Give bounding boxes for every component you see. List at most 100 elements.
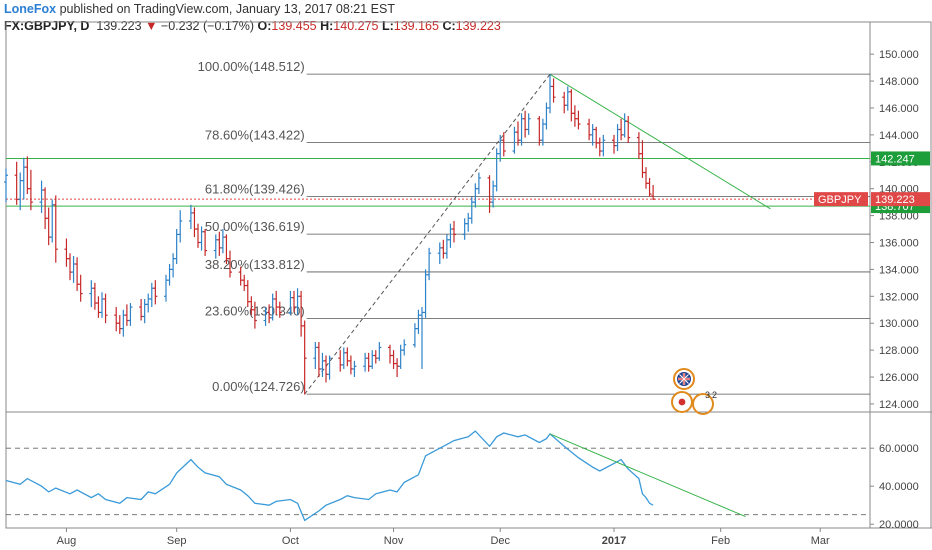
ohlc-bar (576, 110, 581, 130)
ohlc-bar (124, 304, 129, 326)
rsi-tick-label: 40.0000 (879, 481, 919, 493)
ohlc-bar (587, 118, 592, 141)
ohlc-bar (89, 280, 94, 308)
ohlc-bar (117, 315, 122, 334)
ohlc-bar (348, 355, 353, 375)
uk-flag-event-icon[interactable] (673, 368, 695, 390)
ohlc-bar (345, 347, 350, 367)
ohlc-bar (167, 264, 172, 286)
ohlc-bar (53, 195, 58, 263)
ohlc-bar (366, 352, 371, 372)
ohlc-bar (565, 86, 570, 111)
ohlc-bar (324, 355, 328, 383)
fib-level-label: 78.60%(143.422) (205, 128, 305, 143)
ohlc-bar (615, 124, 620, 152)
ohlc-bar (28, 169, 33, 211)
ohlc-bar (114, 307, 119, 332)
ohlc-bar (473, 183, 478, 208)
ohlc-bar (228, 250, 232, 278)
ohlc-bar (327, 355, 332, 380)
price-tick-label: 134.000 (879, 264, 919, 276)
ohlc-bar (572, 105, 577, 127)
time-tick-label: Dec (490, 535, 510, 547)
price-tick-label: 136.000 (879, 237, 919, 249)
ohlc-bar (178, 210, 183, 243)
ohlc-bar (320, 352, 325, 378)
time-tick-label: Aug (57, 535, 77, 547)
ohlc-bar (395, 358, 400, 378)
ohlc-bar (594, 126, 599, 149)
ohlc-bar (64, 238, 69, 267)
ohlc-bar (569, 89, 574, 122)
ohlc-bar (196, 223, 200, 248)
publisher-name[interactable]: LoneFox (4, 2, 57, 16)
ohlc-bar (25, 156, 30, 195)
ohlc-bar (494, 148, 499, 192)
ohlc-bar (441, 239, 446, 259)
ohlc-bar (46, 207, 51, 246)
ohlc-bar (476, 172, 481, 195)
ohlc-bar (363, 352, 368, 372)
ohlc-bar (128, 303, 133, 326)
ohlc-bar (142, 298, 147, 324)
published-text: published on TradingView.com, January 13… (59, 2, 395, 16)
ohlc-bar (444, 234, 449, 259)
time-tick-label: Nov (384, 535, 404, 547)
ohlc-bar (18, 172, 23, 211)
price-tick-label: 130.000 (879, 318, 919, 330)
ohlc-bar (462, 218, 467, 240)
ohlc-bar (373, 350, 378, 364)
price-tick-label: 132.000 (879, 291, 919, 303)
price-tick-label: 128.000 (879, 345, 919, 357)
ohlc-bar (402, 339, 407, 356)
ohlc-bar (597, 137, 602, 157)
ohlc-bar (121, 309, 126, 337)
rsi-tick-label: 60.0000 (879, 443, 919, 455)
ohlc-bar (68, 253, 72, 281)
fib-level-label: 50.00%(136.619) (205, 219, 305, 234)
ohlc-bar (562, 91, 567, 114)
ohlc-bar (388, 344, 392, 364)
ohlc-bar (437, 242, 442, 265)
ohlc-bar (313, 342, 318, 369)
ohlc-bar (544, 102, 549, 130)
ohlc-bar (540, 118, 545, 146)
last-price-tag-label: 139.223 (875, 194, 915, 206)
ohlc-bar (469, 196, 474, 224)
low-label: L: (381, 19, 394, 33)
ohlc-bar (188, 204, 193, 230)
symbol-tag (814, 192, 868, 207)
last-price-tag (871, 192, 930, 207)
fib-level-label: 38.20%(133.812) (205, 257, 305, 272)
ohlc-bar (277, 301, 282, 318)
price-tick-label: 148.000 (879, 76, 919, 88)
level-price-tag-label: 142.247 (875, 153, 915, 165)
ohlc-bar (537, 116, 542, 146)
ohlc-bar (213, 234, 218, 259)
price-tick-label: 138.000 (879, 211, 919, 223)
time-tick-label: Feb (711, 535, 730, 547)
time-tick-label: Oct (282, 535, 299, 547)
svg-text:2: 2 (712, 390, 717, 400)
japan-flag-event-icon[interactable]: 3 2 (671, 390, 717, 415)
ohlc-bar (636, 132, 641, 160)
ohlc-bar (39, 180, 44, 213)
ohlc-bar (427, 247, 432, 281)
ohlc-bar (100, 292, 104, 318)
chart-frame (5, 21, 932, 529)
fib-level-label: 0.00%(124.726) (212, 379, 305, 394)
rsi-line (5, 430, 654, 522)
ohlc-bar (217, 231, 222, 256)
ohlc-bar (14, 161, 19, 205)
ohlc-bar (466, 212, 471, 232)
ohlc-bar (423, 269, 428, 318)
price-tick-label: 146.000 (879, 103, 919, 115)
ohlc-bar (78, 274, 83, 302)
ohlc-bar (498, 134, 503, 162)
ohlc-bar (487, 175, 492, 213)
ohlc-bar (252, 301, 257, 329)
ohlc-bar (92, 282, 97, 310)
ohlc-bar (452, 220, 456, 243)
price-tick-label: 150.000 (879, 49, 919, 61)
